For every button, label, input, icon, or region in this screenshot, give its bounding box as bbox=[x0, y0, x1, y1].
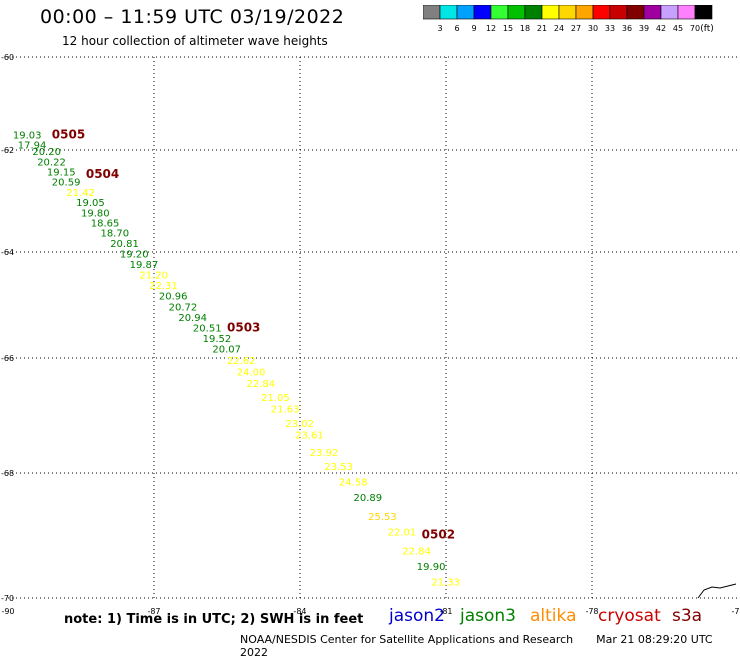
chart-title: 00:00 – 11:59 UTC 03/19/2022 bbox=[40, 6, 345, 28]
x-tick-label: -90 bbox=[1, 607, 14, 616]
wave-height-label: 20.59 bbox=[52, 178, 81, 189]
wave-height-label: 24.58 bbox=[339, 478, 368, 489]
color-scale-label: 12 bbox=[486, 24, 496, 33]
wave-height-label: 17.94 bbox=[18, 141, 47, 152]
color-scale-label: 33 bbox=[605, 24, 615, 33]
wave-height-label: 21.42 bbox=[66, 188, 95, 199]
pass-time-label: 0505 bbox=[52, 127, 85, 141]
wave-height-label: 21.20 bbox=[139, 271, 168, 282]
color-swatch bbox=[694, 5, 713, 20]
color-scale-unit: (ft) bbox=[700, 24, 714, 33]
color-scale-label: 27 bbox=[571, 24, 581, 33]
wave-height-label: 19.05 bbox=[76, 198, 105, 209]
color-scale-label: 39 bbox=[639, 24, 649, 33]
wave-height-label: 22.31 bbox=[149, 281, 178, 292]
y-tick-label: -68 bbox=[1, 469, 14, 478]
color-scale-label: 30 bbox=[588, 24, 598, 33]
wave-height-label: 18.65 bbox=[91, 219, 120, 230]
wave-height-label: 19.03 bbox=[13, 130, 42, 141]
units-note: note: 1) Time is in UTC; 2) SWH is in fe… bbox=[64, 612, 364, 627]
x-tick-label: -81 bbox=[439, 607, 452, 616]
wave-height-label: 20.20 bbox=[32, 147, 61, 158]
wave-height-label: 19.52 bbox=[203, 334, 232, 345]
wave-height-label: 20.22 bbox=[37, 157, 66, 168]
wave-height-label: 22.62 bbox=[227, 356, 256, 367]
legend-altika: altika bbox=[530, 606, 577, 626]
legend-cryosat: cryosat bbox=[598, 606, 661, 626]
wave-height-label: 21.33 bbox=[431, 578, 460, 589]
wave-height-label: 23.61 bbox=[295, 431, 324, 442]
wave-height-label: 20.96 bbox=[159, 292, 188, 303]
wave-height-label: 18.70 bbox=[100, 229, 129, 240]
pass-time-label: 0503 bbox=[227, 321, 260, 335]
color-scale-label: 24 bbox=[554, 24, 564, 33]
x-tick-label: -78 bbox=[585, 607, 598, 616]
x-tick-label: -87 bbox=[147, 607, 160, 616]
pass-time-label: 0504 bbox=[86, 167, 119, 181]
legend-s3a: s3a bbox=[672, 606, 703, 626]
color-scale-label: 21 bbox=[537, 24, 547, 33]
color-scale-label: 3 bbox=[437, 24, 442, 33]
wave-height-label: 21.63 bbox=[271, 405, 300, 416]
legend-jason2: jason2 bbox=[389, 606, 445, 626]
wave-height-label: 21.05 bbox=[261, 393, 290, 404]
color-scale-label: 6 bbox=[454, 24, 459, 33]
wave-height-label: 20.94 bbox=[178, 313, 207, 324]
pass-time-label: 0502 bbox=[422, 528, 455, 542]
wave-height-label: 19.87 bbox=[130, 260, 159, 271]
color-scale-label: 9 bbox=[471, 24, 476, 33]
wave-height-label: 23.02 bbox=[285, 419, 314, 430]
chart-subtitle: 12 hour collection of altimeter wave hei… bbox=[62, 34, 328, 48]
color-scale-label: 15 bbox=[503, 24, 513, 33]
wave-height-label: 24.00 bbox=[237, 367, 266, 378]
legend-jason3: jason3 bbox=[460, 606, 516, 626]
y-tick-label: -66 bbox=[1, 354, 14, 363]
x-tick-label: -84 bbox=[293, 607, 306, 616]
y-tick-label: -64 bbox=[1, 248, 14, 257]
wave-height-label: 20.07 bbox=[212, 345, 241, 356]
wave-height-plot: -90 -87 -84 -81 -78 -75 -60 -62 -64 -66 -68 -70 19.0… bbox=[1, 53, 740, 616]
wave-height-label: 19.90 bbox=[417, 562, 446, 573]
footer-agency: NOAA/NESDIS Center for Satellite Applica… bbox=[240, 633, 574, 646]
y-tick-label: -70 bbox=[1, 594, 14, 603]
y-tick-label: -62 bbox=[1, 146, 14, 155]
wave-height-label: 22.84 bbox=[246, 379, 275, 390]
wave-height-label: 25.53 bbox=[368, 512, 397, 523]
footer-credit: NOAA/NESDIS Center for Satellite Applica… bbox=[240, 633, 740, 659]
wave-height-label: 20.81 bbox=[110, 239, 139, 250]
wave-height-label: 19.80 bbox=[81, 208, 110, 219]
wave-height-label: 19.20 bbox=[120, 249, 149, 260]
wave-height-label: 22.84 bbox=[402, 546, 431, 557]
color-scale-legend: 3 6 9 12 15 18 21 24 27 30 33 36 39 42 45 70 (ft) bbox=[423, 5, 714, 33]
wave-height-label: 23.92 bbox=[310, 448, 339, 459]
color-scale-label: 36 bbox=[622, 24, 632, 33]
wave-height-label: 20.89 bbox=[354, 493, 383, 504]
coastline-outline bbox=[697, 583, 737, 599]
y-tick-label: -60 bbox=[1, 53, 14, 62]
color-scale-label: 70 bbox=[690, 24, 700, 33]
wave-height-label: 19.15 bbox=[47, 168, 76, 179]
wave-height-label: 20.72 bbox=[169, 302, 198, 313]
color-scale-label: 45 bbox=[673, 24, 683, 33]
wave-height-label: 22.01 bbox=[388, 528, 417, 539]
color-scale-label: 18 bbox=[520, 24, 530, 33]
color-scale-label: 42 bbox=[656, 24, 666, 33]
x-tick-label: -75 bbox=[731, 607, 740, 616]
wave-height-label: 20.51 bbox=[193, 324, 222, 335]
wave-height-label: 23.53 bbox=[324, 462, 353, 473]
